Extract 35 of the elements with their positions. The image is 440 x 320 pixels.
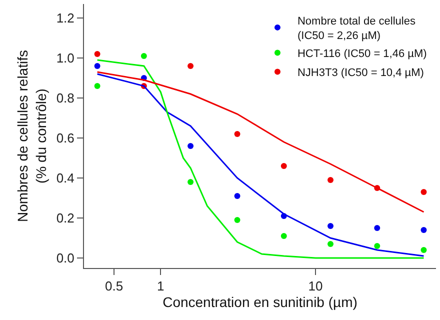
point — [420, 227, 427, 233]
point — [140, 53, 147, 59]
y-tick-label: 0.2 — [56, 210, 74, 226]
y-tick-label: 1.0 — [56, 50, 74, 66]
x-tick-label: 1 — [157, 278, 164, 294]
legend-label: NJH3T3 (IC50 = 10,4 µM) — [297, 67, 424, 80]
point — [234, 131, 240, 137]
point — [94, 83, 100, 89]
point — [328, 241, 334, 247]
point — [374, 225, 380, 231]
point — [94, 51, 100, 57]
point — [94, 63, 100, 69]
point — [280, 233, 287, 239]
y-tick-label: 0.4 — [56, 170, 74, 186]
x-tick-label: 10 — [308, 278, 323, 294]
point — [328, 177, 334, 183]
point — [188, 63, 194, 69]
legend-label: HCT-116 (IC50 = 1,46 µM) — [297, 48, 427, 60]
legend-label: Nombre total de cellules (IC50 = 2,26 µM) — [297, 16, 416, 42]
x-tick-label: 0.5 — [104, 278, 124, 294]
y-tick-label: 0.8 — [56, 90, 74, 106]
point — [188, 179, 194, 185]
point — [234, 217, 240, 223]
point — [280, 163, 287, 169]
y-tick-label: 0.0 — [56, 250, 74, 266]
x-axis-title: Concentration en sunitinib (µm) — [162, 294, 358, 310]
y-tick-label: 0.6 — [56, 130, 74, 146]
y-tick-label: 1.2 — [56, 10, 74, 26]
point — [420, 247, 427, 253]
point — [374, 243, 380, 249]
point — [234, 193, 240, 199]
point — [328, 223, 334, 229]
point — [188, 143, 194, 149]
y-axis-title: Nombres de cellules relatifs (% du contrôle) — [14, 50, 49, 222]
point — [420, 189, 427, 195]
